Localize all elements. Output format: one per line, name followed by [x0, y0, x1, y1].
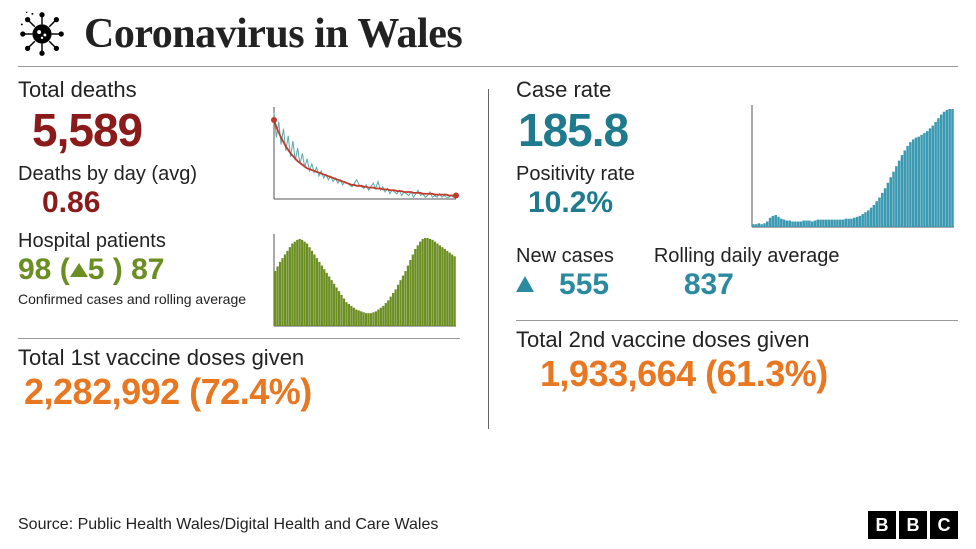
page-title: Coronavirus in Wales: [84, 10, 462, 58]
positivity-value: 10.2%: [516, 186, 748, 220]
rolling-avg-label: Rolling daily average: [654, 245, 840, 268]
rolling-avg-value: 837: [654, 268, 840, 302]
deaths-sparkline-chart: [270, 103, 460, 203]
content: Total deaths 5,589 Deaths by day (avg) 0…: [0, 67, 976, 413]
positivity-label: Positivity rate: [516, 163, 748, 186]
new-cases-number: 555: [559, 268, 609, 301]
deaths-by-day-value: 0.86: [18, 186, 270, 220]
hospital-patients-label: Hospital patients: [18, 230, 270, 253]
case-rate-label: Case rate: [516, 77, 748, 103]
hospital-sublabel: Confirmed cases and rolling average: [18, 291, 270, 307]
total-deaths-label: Total deaths: [18, 77, 460, 103]
case-rate-value: 185.8: [516, 103, 748, 157]
bbc-b1: B: [868, 511, 896, 539]
new-cases-label: New cases: [516, 245, 614, 268]
vaccine1-value: 2,282,992 (72.4%): [18, 371, 460, 413]
deaths-by-day-label: Deaths by day (avg): [18, 163, 270, 186]
hospital-delta: 5: [88, 253, 105, 286]
new-cases-value: 555: [516, 268, 614, 302]
hospital-bar-chart: [270, 230, 460, 330]
hospital-patients-value: 98 (5 ) 87: [18, 253, 270, 287]
hospital-value-1: 98: [18, 253, 51, 286]
header: Coronavirus in Wales: [0, 0, 976, 66]
bbc-b2: B: [899, 511, 927, 539]
right-column: Case rate 185.8 Positivity rate 10.2% Ne…: [488, 77, 958, 413]
hospital-value-2: 87: [131, 253, 164, 286]
bbc-logo: B B C: [868, 511, 958, 539]
footer: Source: Public Health Wales/Digital Heal…: [18, 511, 958, 539]
left-column: Total deaths 5,589 Deaths by day (avg) 0…: [18, 77, 488, 413]
bbc-c: C: [930, 511, 958, 539]
source-text: Source: Public Health Wales/Digital Heal…: [18, 516, 438, 534]
total-deaths-value: 5,589: [18, 103, 270, 157]
vaccine2-value: 1,933,664 (61.3%): [516, 353, 958, 395]
up-arrow-icon: [516, 276, 534, 292]
vaccine1-label: Total 1st vaccine doses given: [18, 345, 460, 371]
left-rule: [18, 338, 460, 339]
right-rule: [516, 320, 958, 321]
vaccine2-label: Total 2nd vaccine doses given: [516, 327, 958, 353]
up-arrow-icon: [70, 263, 88, 277]
column-divider: [488, 89, 489, 429]
coronavirus-icon: [18, 10, 66, 58]
cases-bar-chart: [748, 101, 958, 231]
